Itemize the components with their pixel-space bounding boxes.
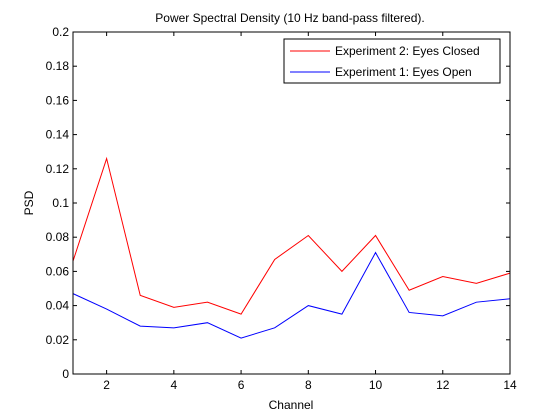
series-line-2	[72, 251, 511, 339]
x-tick-label: 6	[238, 378, 245, 392]
x-tick-label: 4	[171, 378, 178, 392]
chart-title: Power Spectral Density (10 Hz band-pass …	[155, 11, 424, 25]
y-tick-label: 0.2	[52, 25, 69, 39]
legend: Experiment 2: Eyes Closed Experiment 1: …	[283, 38, 501, 84]
y-tick-label: 0.14	[46, 128, 70, 142]
y-tick-label: 0.08	[46, 230, 70, 244]
legend-box	[283, 38, 501, 84]
series-layer	[72, 156, 511, 339]
y-tick-label: 0.18	[46, 59, 70, 73]
y-tick-label: 0.16	[46, 93, 70, 107]
y-tick-label: 0.06	[46, 264, 70, 278]
x-tick-label: 8	[305, 378, 312, 392]
x-tick-label: 14	[503, 378, 517, 392]
x-tick-label: 2	[103, 378, 110, 392]
y-tick-label: 0.1	[52, 196, 69, 210]
y-axis-label: PSD	[22, 190, 36, 215]
y-tick-label: 0.04	[46, 299, 70, 313]
y-tick-label: 0.02	[46, 333, 70, 347]
x-axis-label: Channel	[269, 398, 314, 412]
y-tick-label: 0	[62, 367, 69, 381]
legend-label-series-1: Experiment 2: Eyes Closed	[335, 44, 480, 58]
plot-frame	[72, 31, 511, 375]
x-tick-label: 10	[369, 378, 383, 392]
series-line-1	[72, 156, 511, 315]
y-axis-ticks: 0 0.02 0.04 0.06 0.08 0.1 0.12 0.14 0.16 0.18 0.2	[46, 25, 510, 381]
y-tick-label: 0.12	[46, 162, 70, 176]
x-tick-label: 12	[436, 378, 450, 392]
legend-label-series-2: Experiment 1: Eyes Open	[335, 65, 472, 79]
